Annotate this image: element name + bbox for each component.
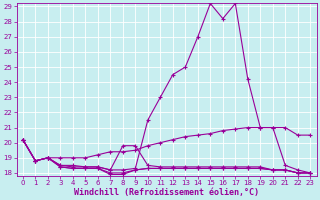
X-axis label: Windchill (Refroidissement éolien,°C): Windchill (Refroidissement éolien,°C) [74, 188, 259, 197]
